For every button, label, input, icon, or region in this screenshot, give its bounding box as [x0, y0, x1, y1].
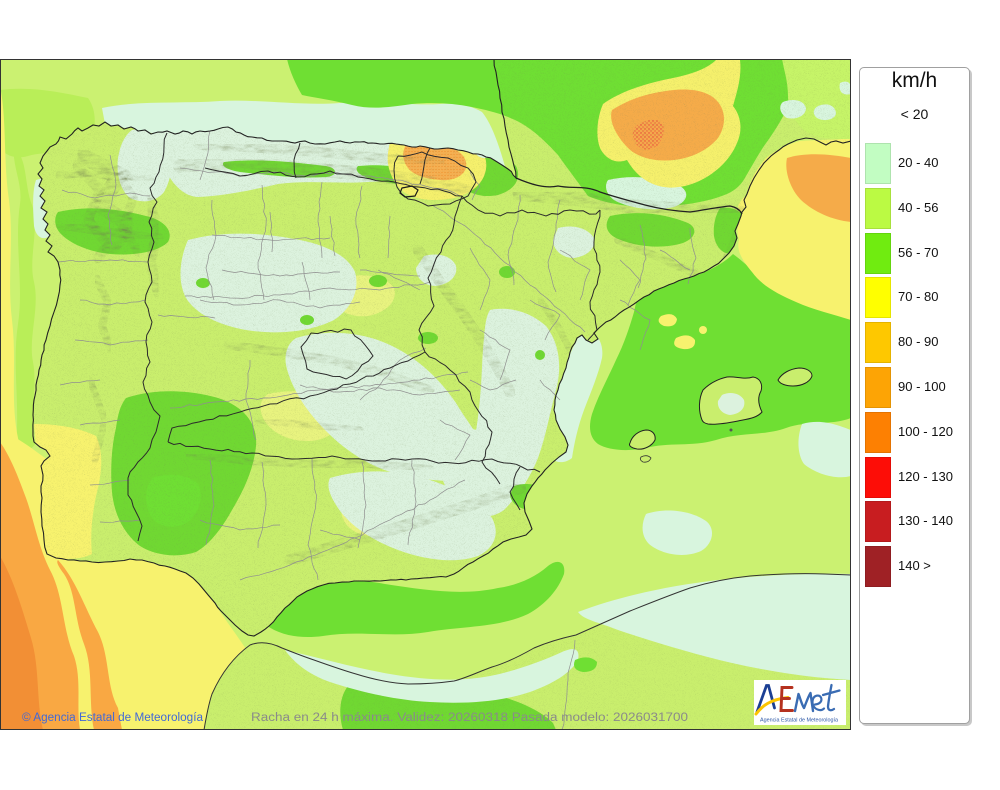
svg-text:© Agencia Estatal de Meteorolo: © Agencia Estatal de Meteorología — [22, 712, 204, 724]
svg-text:Agencia Estatal de Meteorologí: Agencia Estatal de Meteorología — [760, 718, 838, 724]
svg-text:Racha en 24 h máxima. Validez:: Racha en 24 h máxima. Validez: 20260318 … — [251, 712, 688, 724]
